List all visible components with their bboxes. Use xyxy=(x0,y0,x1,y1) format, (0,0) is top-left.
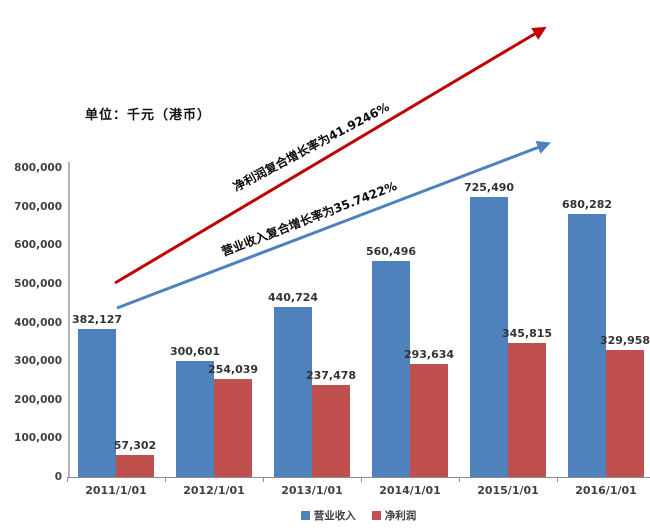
bar-净利润-2014/1/01 xyxy=(410,363,448,477)
y-tick-label: 100,000 xyxy=(14,432,62,445)
y-tick-label: 400,000 xyxy=(14,316,62,329)
bar-净利润-2013/1/01 xyxy=(312,385,350,477)
bar-营业收入-2012/1/01 xyxy=(176,360,214,477)
legend-item-营业收入: 营业收入 xyxy=(300,508,356,523)
bar-营业收入-2011/1/01 xyxy=(78,329,116,477)
bar-value-label: 300,601 xyxy=(169,344,221,358)
bar-营业收入-2014/1/01 xyxy=(372,260,410,477)
bar-value-label: 237,478 xyxy=(305,369,357,383)
y-tick-label: 300,000 xyxy=(14,355,62,368)
x-axis-label: 2015/1/01 xyxy=(477,484,539,497)
y-tick-label: 600,000 xyxy=(14,239,62,252)
bar-value-label: 293,634 xyxy=(403,347,455,361)
bar-value-label: 725,490 xyxy=(463,180,515,194)
legend-swatch xyxy=(371,511,381,520)
net-profit-trend-arrow xyxy=(114,26,547,285)
y-tick-label: 500,000 xyxy=(14,277,62,290)
y-tick-label: 800,000 xyxy=(14,162,62,174)
bar-净利润-2011/1/01 xyxy=(116,454,154,477)
bar-营业收入-2016/1/01 xyxy=(568,214,606,477)
y-axis-line xyxy=(68,162,70,477)
bar-value-label: 254,039 xyxy=(207,362,259,376)
bar-value-label: 382,127 xyxy=(71,313,123,327)
bar-value-label: 329,958 xyxy=(599,333,650,347)
x-axis-tick xyxy=(557,478,558,482)
bar-value-label: 345,815 xyxy=(501,327,553,341)
bar-value-label: 440,724 xyxy=(267,290,319,304)
x-axis-tick xyxy=(67,478,68,482)
x-axis-label: 2012/1/01 xyxy=(183,484,245,497)
legend-label: 净利润 xyxy=(384,510,417,522)
x-axis-tick xyxy=(361,478,362,482)
bar-净利润-2012/1/01 xyxy=(214,378,252,477)
x-axis-label: 2011/1/01 xyxy=(85,484,147,497)
bar-营业收入-2015/1/01 xyxy=(470,196,508,477)
bar-value-label: 57,302 xyxy=(113,438,157,452)
x-axis-label: 2013/1/01 xyxy=(281,484,343,497)
bar-value-label: 560,496 xyxy=(365,244,417,258)
legend: 营业收入 净利润 xyxy=(67,508,650,523)
bar-净利润-2016/1/01 xyxy=(606,349,644,477)
legend-label: 营业收入 xyxy=(313,510,356,522)
bar-value-label: 680,282 xyxy=(561,198,613,212)
y-tick-label: 200,000 xyxy=(14,393,62,406)
x-axis-line xyxy=(67,477,650,478)
bar-净利润-2015/1/01 xyxy=(508,343,546,477)
x-axis-tick xyxy=(263,478,264,482)
legend-swatch xyxy=(300,511,310,520)
legend-item-净利润: 净利润 xyxy=(371,508,417,523)
x-axis-tick xyxy=(165,478,166,482)
x-axis-label: 2014/1/01 xyxy=(379,484,441,497)
unit-label: 单位：千元（港币） xyxy=(85,108,212,123)
y-tick-label: 0 xyxy=(54,471,62,483)
y-tick-label: 700,000 xyxy=(14,200,62,213)
bar-营业收入-2013/1/01 xyxy=(274,306,312,477)
x-axis-tick xyxy=(459,478,460,482)
x-axis-label: 2016/1/01 xyxy=(575,484,637,497)
revenue-trend-arrow xyxy=(116,140,551,310)
